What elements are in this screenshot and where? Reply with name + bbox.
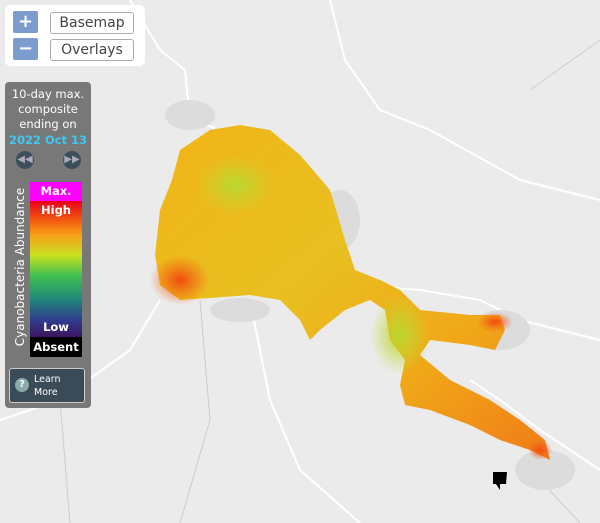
bloom-low [370, 295, 430, 375]
map-controls: + − Basemap Overlays [5, 5, 145, 66]
low-label: Low [43, 320, 69, 334]
overlays-button[interactable]: Overlays [50, 39, 134, 61]
next-button[interactable]: ▶▶ [63, 151, 81, 169]
bloom-high [150, 255, 210, 305]
absent-pixel [493, 472, 507, 490]
zoom-out[interactable]: − [13, 38, 38, 60]
previous-button[interactable]: ◀◀ [16, 151, 34, 169]
bloom-high [477, 312, 513, 332]
legend-title: 10-day max. composite ending on [11, 87, 85, 131]
gradient [30, 201, 82, 337]
color-scale: Max. High Low Absent [30, 182, 82, 357]
learn-more-label: Learn More [34, 374, 61, 398]
basemap-button[interactable]: Basemap [50, 12, 134, 34]
legend-axis-label: Cyanobacteria Abundance [13, 187, 27, 347]
legend: 10-day max. composite ending on 2022 Oct… [5, 82, 91, 408]
max-label: Max. [30, 182, 82, 201]
absent-label: Absent [30, 337, 82, 357]
zoom-in[interactable]: + [13, 11, 38, 33]
learn-more-button[interactable]: ? Learn More [9, 368, 85, 403]
legend-date: 2022 Oct 13 [8, 133, 88, 147]
high-label: High [41, 203, 71, 217]
bloom-high [528, 440, 552, 460]
bloom-low [195, 155, 275, 215]
help-icon: ? [15, 378, 29, 392]
